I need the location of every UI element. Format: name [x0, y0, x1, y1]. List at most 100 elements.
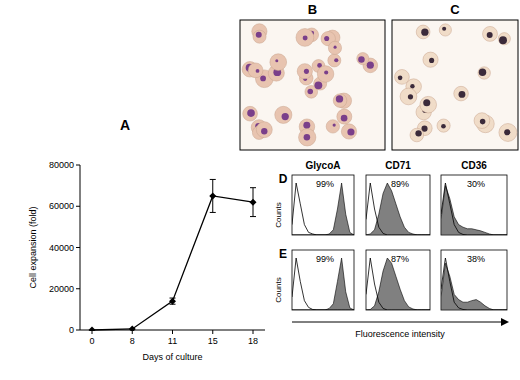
- nucleus: [358, 56, 364, 62]
- x-tick: [212, 330, 213, 334]
- nucleus: [480, 119, 486, 125]
- error-cap: [250, 216, 256, 217]
- y-tick: [76, 247, 80, 248]
- cell: [357, 53, 369, 65]
- x-tick-label: 11: [168, 336, 177, 346]
- error-bar: [250, 188, 256, 217]
- cell: [328, 54, 341, 67]
- nucleus: [256, 32, 262, 38]
- x-tick-label: 0: [89, 336, 94, 346]
- arrow-head: [501, 318, 509, 326]
- histogram-control: [366, 258, 430, 310]
- nucleus: [441, 124, 446, 129]
- histogram-control: [366, 183, 430, 235]
- cell: [499, 124, 517, 142]
- nucleus: [303, 36, 308, 41]
- cell: [296, 29, 314, 47]
- histogram-fill: [292, 183, 354, 235]
- error-bar: [210, 179, 216, 212]
- percent-label: 99%: [316, 254, 334, 264]
- cell: [297, 64, 312, 79]
- nucleus: [260, 76, 266, 82]
- plot-area: [292, 258, 354, 310]
- nucleus: [442, 27, 446, 31]
- histogram-fill: [292, 258, 354, 310]
- nucleus: [334, 58, 338, 62]
- cell: [299, 129, 316, 146]
- cell: [474, 113, 490, 129]
- column-header: CD36: [461, 160, 487, 171]
- plot-frame: [366, 250, 430, 310]
- nucleus: [347, 128, 354, 135]
- x-axis-label: Days of culture: [142, 352, 202, 362]
- plot-frame: [292, 250, 354, 310]
- y-axis-label: Counts: [274, 277, 283, 302]
- cell: [337, 109, 352, 124]
- percent-label: 99%: [316, 179, 334, 189]
- panel-label: C: [450, 2, 460, 17]
- x-tick: [172, 330, 173, 334]
- figure: A02000040000600008000008111518Days of cu…: [0, 0, 520, 380]
- plot-area: [89, 179, 257, 331]
- nucleus: [415, 130, 421, 136]
- percent-label: 89%: [391, 179, 409, 189]
- cell: [416, 25, 430, 39]
- y-tick-label: 60000: [49, 201, 74, 211]
- nucleus: [504, 129, 510, 135]
- cell: [317, 66, 334, 83]
- plot-frame: [366, 175, 430, 235]
- y-tick-label: 80000: [49, 160, 74, 170]
- nucleus: [487, 32, 493, 38]
- cell: [275, 106, 292, 123]
- nucleus: [429, 58, 434, 63]
- nucleus: [408, 94, 413, 99]
- y-axis-label: Cell expansion (fold): [28, 206, 38, 288]
- error-cap: [210, 212, 216, 213]
- nucleus: [333, 123, 336, 126]
- panel-label: D: [279, 172, 288, 186]
- nucleus: [304, 134, 311, 141]
- x-tick-label: 15: [208, 336, 218, 346]
- histogram-control: [292, 183, 354, 235]
- cell: [341, 124, 356, 139]
- y-tick-label: 40000: [49, 243, 74, 253]
- y-tick: [76, 165, 80, 166]
- nucleus: [307, 89, 313, 95]
- plot-area: [292, 183, 354, 235]
- percent-label: 30%: [467, 179, 485, 189]
- marker: [129, 325, 136, 331]
- cell: [498, 33, 510, 45]
- x-tick-label: 18: [248, 336, 258, 346]
- cell: [410, 128, 424, 142]
- histogram-control: [292, 258, 354, 310]
- column-header: GlycoA: [305, 160, 340, 171]
- error-bar: [170, 298, 176, 304]
- y-tick-label: 20000: [49, 284, 74, 294]
- line: [92, 196, 253, 330]
- axis-arrow: [292, 322, 503, 323]
- nucleus: [499, 36, 507, 44]
- nucleus: [398, 76, 403, 81]
- plot-frame: [441, 250, 507, 310]
- nucleus: [334, 46, 337, 49]
- panel-label: E: [279, 247, 287, 261]
- plot-frame: [441, 175, 507, 235]
- nucleus: [336, 95, 343, 102]
- error-cap: [250, 187, 256, 188]
- nucleus: [275, 59, 278, 62]
- cell: [270, 54, 287, 71]
- y-tick: [76, 330, 80, 331]
- cell: [400, 88, 417, 105]
- cell: [326, 120, 339, 133]
- nucleus: [324, 36, 329, 41]
- nucleus: [256, 69, 260, 73]
- cell: [437, 119, 450, 132]
- plot-area: [441, 183, 507, 235]
- nucleus: [341, 115, 348, 122]
- marker: [250, 199, 257, 206]
- plot-area: [366, 183, 430, 235]
- nucleus: [459, 91, 466, 98]
- nucleus: [261, 128, 267, 134]
- nucleus: [304, 69, 309, 74]
- nucleus: [324, 70, 328, 74]
